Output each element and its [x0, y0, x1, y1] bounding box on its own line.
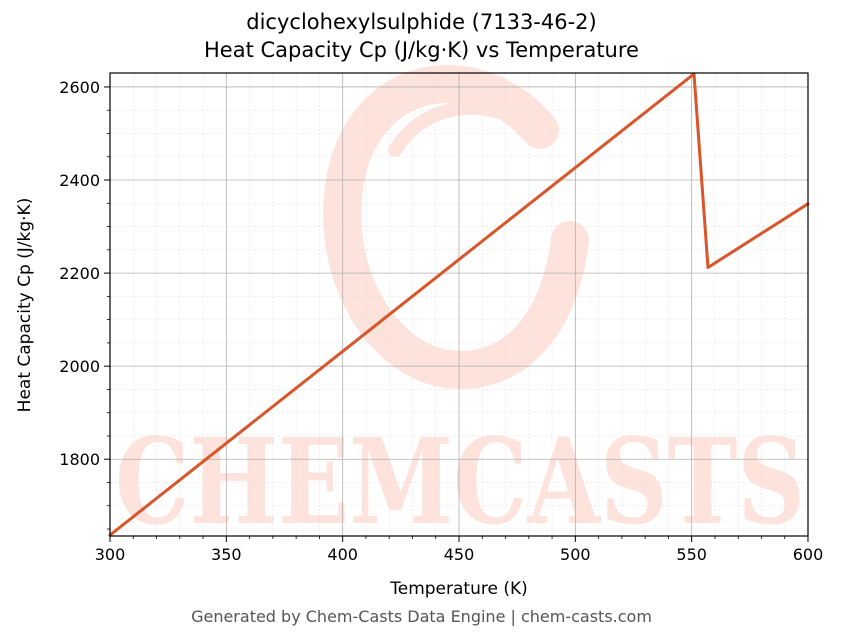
chart-subtitle: Heat Capacity Cp (J/kg·K) vs Temperature [204, 38, 639, 62]
x-tick-label: 400 [327, 545, 358, 564]
x-tick-label: 600 [793, 545, 824, 564]
y-tick-label: 2400 [59, 171, 100, 190]
axis-ticks: 300 350 400 450 500 550 600 1800 2000 2200 2400 260… [59, 78, 823, 564]
y-axis-label: Heat Capacity Cp (J/kg·K) [15, 198, 35, 413]
y-tick-label: 2200 [59, 264, 100, 283]
x-axis-label: Temperature (K) [389, 579, 528, 599]
watermark: CHEMCASTS [115, 65, 805, 551]
x-tick-label: 300 [95, 545, 126, 564]
watermark-logo-icon [323, 65, 589, 390]
footer-credit: Generated by Chem-Casts Data Engine | ch… [191, 607, 652, 626]
series-layer [108, 72, 810, 537]
x-tick-label: 550 [676, 545, 707, 564]
x-tick-label: 350 [211, 545, 242, 564]
x-tick-label: 450 [444, 545, 475, 564]
watermark-text: CHEMCASTS [115, 412, 805, 551]
y-tick-label: 2000 [59, 357, 100, 376]
y-tick-label: 1800 [59, 450, 100, 469]
x-tick-label: 500 [560, 545, 591, 564]
series-line [108, 72, 810, 537]
chart-title: dicyclohexylsulphide (7133-46-2) [246, 10, 597, 34]
y-tick-label: 2600 [59, 78, 100, 97]
